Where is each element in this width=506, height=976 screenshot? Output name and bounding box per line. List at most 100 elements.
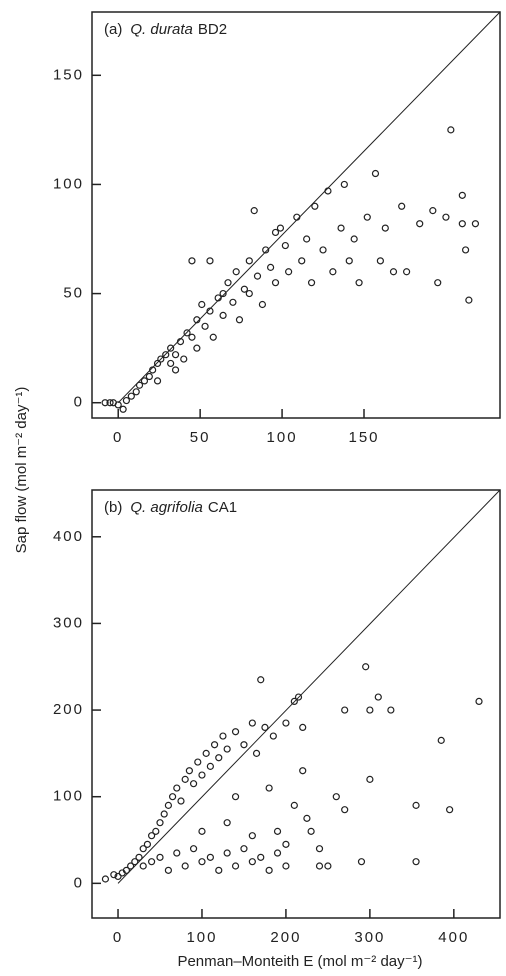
data-point xyxy=(345,257,353,265)
data-point xyxy=(110,871,118,879)
data-point xyxy=(185,767,193,775)
data-point xyxy=(245,289,253,298)
y-tick-label: 200 xyxy=(53,701,84,718)
data-point xyxy=(253,272,262,280)
species: Q. agrifolia xyxy=(130,499,203,516)
data-point xyxy=(122,866,131,874)
y-tick-label: 0 xyxy=(74,394,84,411)
data-point xyxy=(262,246,270,254)
data-point xyxy=(229,298,237,306)
data-point xyxy=(114,401,122,409)
data-point xyxy=(471,220,480,228)
data-point xyxy=(180,355,188,363)
data-point xyxy=(371,169,380,178)
data-point xyxy=(148,832,156,840)
panel-letter: (a) xyxy=(104,21,122,38)
data-point xyxy=(257,676,265,684)
data-point xyxy=(206,762,214,770)
data-point xyxy=(131,858,139,866)
x-tick-label: 400 xyxy=(438,929,469,946)
data-point xyxy=(156,853,164,861)
data-point xyxy=(164,801,172,809)
panel-label: (a) Q. durata BD2 xyxy=(104,21,227,38)
data-point xyxy=(273,827,282,835)
data-point xyxy=(271,279,280,287)
y-tick-label: 0 xyxy=(74,874,84,891)
data-point xyxy=(363,213,371,221)
data-point xyxy=(231,862,240,870)
data-point xyxy=(458,220,466,228)
x-tick-label: 100 xyxy=(186,929,217,946)
data-point xyxy=(127,392,135,400)
data-point xyxy=(181,775,189,783)
x-tick-label: 300 xyxy=(354,929,385,946)
data-point xyxy=(366,706,374,714)
data-point xyxy=(232,268,240,276)
data-point xyxy=(223,849,231,857)
data-point xyxy=(145,372,153,381)
data-point xyxy=(307,827,315,835)
data-point xyxy=(290,801,298,809)
data-point xyxy=(429,207,437,215)
data-point xyxy=(173,784,181,792)
data-point xyxy=(202,749,210,757)
data-point xyxy=(311,202,319,210)
data-point xyxy=(350,235,358,243)
reference-line xyxy=(117,11,501,404)
data-point xyxy=(261,723,269,731)
y-axis-label: Sap flow (mol m⁻² day⁻¹) xyxy=(13,387,30,554)
data-point xyxy=(122,396,131,405)
data-point xyxy=(376,257,384,265)
data-point xyxy=(290,697,298,706)
y-tick-label: 100 xyxy=(53,788,84,805)
site: BD2 xyxy=(198,21,227,38)
data-point xyxy=(106,399,114,407)
data-point xyxy=(329,268,337,276)
data-point xyxy=(248,858,256,866)
data-point xyxy=(355,279,363,287)
panel-letter: (b) xyxy=(104,499,122,516)
data-point xyxy=(148,858,156,866)
data-point xyxy=(298,257,306,265)
data-point xyxy=(294,693,303,701)
data-point xyxy=(267,263,275,271)
data-point xyxy=(269,732,277,740)
data-point xyxy=(206,853,214,861)
data-point xyxy=(366,775,374,783)
data-point xyxy=(303,235,311,243)
data-point xyxy=(362,663,370,671)
data-point xyxy=(188,333,196,341)
data-point xyxy=(434,279,442,287)
data-point xyxy=(389,268,398,276)
data-point xyxy=(206,307,214,315)
data-point xyxy=(215,866,223,874)
data-point xyxy=(437,736,445,744)
data-point xyxy=(119,405,127,413)
data-point xyxy=(273,849,282,857)
data-point xyxy=(198,827,206,835)
data-point xyxy=(398,202,406,210)
data-point xyxy=(173,849,181,857)
data-point xyxy=(461,246,470,254)
data-point xyxy=(153,377,162,385)
panel-label: (b) Q. agrifolia CA1 xyxy=(104,499,237,516)
data-point xyxy=(198,858,206,866)
data-point xyxy=(139,845,147,853)
data-point xyxy=(135,381,144,389)
data-point xyxy=(281,241,289,250)
species: Q. durata xyxy=(130,21,193,38)
data-point xyxy=(140,377,149,385)
data-point xyxy=(412,858,420,866)
y-tick-label: 100 xyxy=(53,175,84,192)
data-point xyxy=(219,732,227,740)
data-point xyxy=(215,754,223,762)
data-point xyxy=(132,388,140,396)
data-point xyxy=(210,741,219,749)
data-point xyxy=(285,268,293,276)
plot-frame xyxy=(91,489,501,919)
data-point xyxy=(219,289,227,298)
y-tick-label: 150 xyxy=(53,66,84,83)
data-point xyxy=(341,706,349,714)
data-point xyxy=(168,793,177,801)
